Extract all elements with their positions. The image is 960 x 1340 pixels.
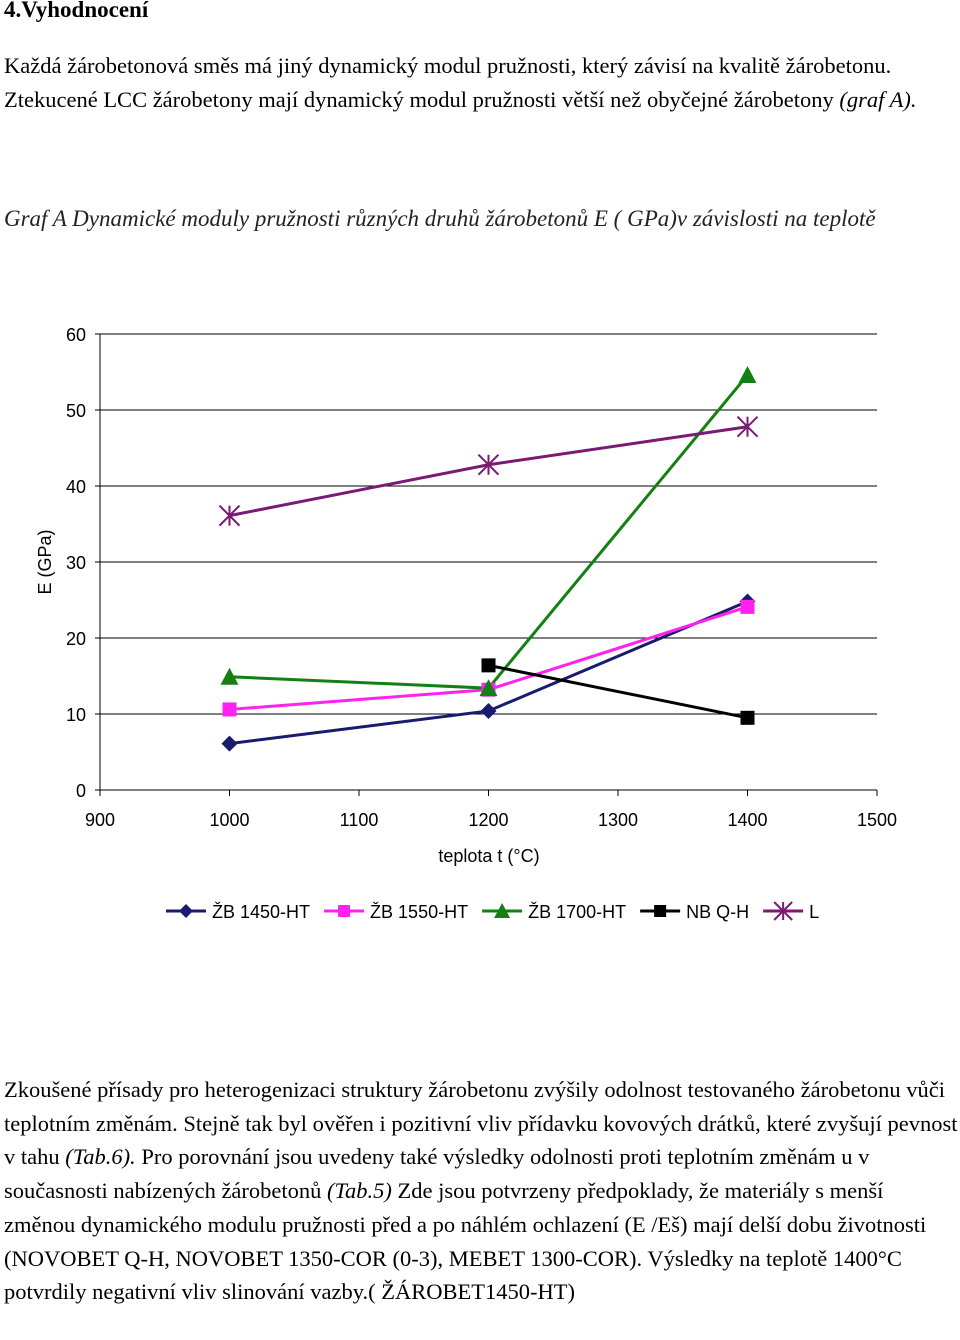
x-tick-label: 1100	[340, 810, 379, 830]
legend-label: ŽB 1700-HT	[528, 902, 626, 922]
y-axis-label: E (GPa)	[35, 529, 55, 594]
table-ref-6: (Tab.6).	[65, 1144, 136, 1170]
section-heading: 4.Vyhodnocení	[4, 0, 149, 22]
x-tick-label: 1200	[468, 810, 508, 830]
chart-caption: Graf A Dynamické moduly pružnosti různýc…	[4, 206, 876, 231]
conclusion-text-2: Pro porovnání jsou uvedeny také výsledky…	[4, 1144, 870, 1204]
y-tick-label: 30	[66, 553, 86, 573]
x-tick-label: 1300	[598, 810, 638, 830]
data-point	[179, 904, 193, 918]
intro-text: Každá žárobetonová směs má jiný dynamick…	[4, 53, 892, 112]
data-point	[494, 903, 511, 918]
data-point	[654, 905, 667, 917]
data-point	[480, 702, 497, 719]
intro-paragraph: Každá žárobetonová směs má jiný dynamick…	[4, 49, 960, 116]
conclusion-text-1: Zkoušené přísady pro heterogenizaci stru…	[4, 1077, 958, 1170]
data-point	[222, 702, 237, 717]
grid-layer	[100, 333, 877, 715]
legend-label: ŽB 1550-HT	[370, 902, 468, 922]
legend-label: NB Q-H	[686, 902, 749, 922]
line-chart: 0 10 20 30 40 50 60 900 1000 1100 1200 1300 1400 1500…	[35, 325, 897, 922]
conclusion-text-3: Zde jsou potvrzeny předpoklady, že mater…	[4, 1178, 927, 1305]
legend-entry: L	[763, 901, 819, 922]
y-tick-label: 40	[66, 477, 86, 497]
series-line	[488, 663, 748, 720]
data-point	[479, 679, 498, 697]
legend-label: L	[809, 902, 819, 922]
y-tick-label: 0	[76, 781, 86, 801]
x-tick-label: 900	[85, 810, 115, 830]
x-tick-label: 1000	[209, 810, 249, 830]
intro-figure-ref: (graf A).	[839, 86, 917, 112]
x-axis-label: teplota t (°C)	[438, 846, 539, 866]
data-point	[338, 905, 351, 917]
y-tick-label: 60	[66, 325, 86, 345]
y-tick-label: 50	[66, 401, 86, 421]
legend: ŽB 1450-HT ŽB 1550-HT ŽB 1700-HT NB Q-H L	[166, 901, 819, 922]
data-point	[220, 667, 239, 685]
data-point	[740, 710, 755, 725]
legend-entry: ŽB 1450-HT	[166, 902, 310, 922]
series-line	[229, 600, 749, 746]
y-tick-label: 10	[66, 705, 86, 725]
series-layer	[218, 366, 759, 752]
data-point	[221, 735, 238, 752]
data-point	[736, 416, 759, 438]
series-line	[229, 374, 749, 690]
legend-entry: ŽB 1700-HT	[482, 902, 626, 922]
axis-layer: 0 10 20 30 40 50 60 900 1000 1100 1200 1300 1400 1500…	[35, 325, 897, 866]
data-point	[738, 366, 757, 384]
legend-entry: NB Q-H	[640, 902, 749, 922]
data-point	[481, 658, 496, 673]
data-point	[218, 504, 241, 527]
x-tick-label: 1400	[727, 810, 767, 830]
data-point	[477, 454, 500, 476]
y-tick-label: 20	[66, 629, 86, 649]
data-point	[740, 599, 755, 614]
conclusion-paragraph: Zkoušené přísady pro heterogenizaci stru…	[4, 1073, 960, 1309]
data-point	[773, 901, 793, 921]
legend-entry: ŽB 1550-HT	[324, 902, 468, 922]
legend-label: ŽB 1450-HT	[212, 902, 310, 922]
x-tick-label: 1500	[857, 810, 897, 830]
table-ref-5: (Tab.5)	[327, 1178, 392, 1204]
